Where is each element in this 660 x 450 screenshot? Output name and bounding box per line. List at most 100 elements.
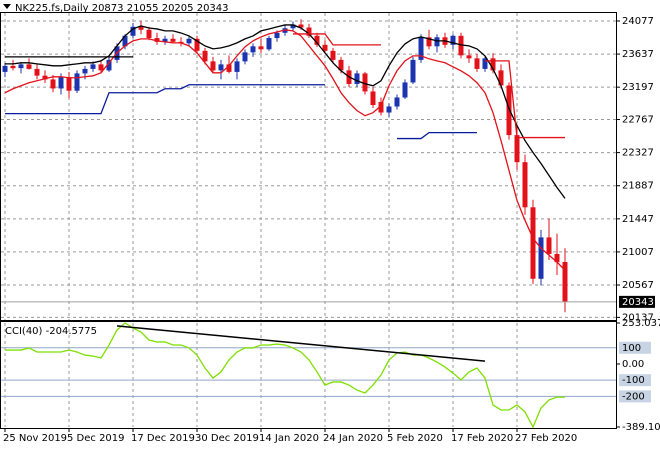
candle-body [266,38,272,50]
candle-body [242,52,248,62]
candle-body [418,37,424,60]
candle-body [234,61,240,72]
x-tick-label: 14 Jan 2020 [259,433,319,444]
candle-body [138,26,144,30]
candle-body [82,68,88,74]
cci-name: CCI(40) [5,326,43,337]
level-box [619,341,651,354]
candle-body [194,38,200,51]
candle-body [330,50,336,60]
candle-body [66,77,72,91]
candle-body [338,59,344,71]
series-line [397,131,477,140]
candle-body [50,79,56,89]
candle-body [362,73,368,92]
price-panel [0,12,617,321]
last-price-box [619,295,655,308]
y-tick-label: 23637 [622,49,654,60]
y-tick-label: 20137 [622,312,654,323]
series-line [293,33,381,46]
series-line [485,60,565,139]
x-tick-label: 25 Nov 2019 [3,433,67,444]
candle-body [274,32,280,39]
y-tick-label: 21447 [622,214,654,225]
y-tick-label: 21007 [622,247,654,258]
series-line [5,24,566,199]
y-tick-label: 24077 [622,16,654,27]
candle-body [210,61,216,71]
candle-body [106,59,112,71]
y-tick-label: 253.0378 [622,318,660,329]
candle-body [426,37,432,47]
candle-body [170,38,176,42]
candle-body [554,253,560,263]
candle-body [410,59,416,83]
x-tick-label: 30 Dec 2019 [195,433,259,444]
y-tick-label: 21887 [622,181,654,192]
candle-body [538,237,544,279]
candle-body [434,37,440,47]
open-value: 20873 [92,3,124,14]
candle-body [98,64,104,71]
last-price-label: 20343 [622,297,654,308]
y-tick-label: 22767 [622,115,654,126]
cci-panel [0,321,617,429]
candle-body [186,38,192,44]
candle-body [154,38,160,42]
level-label: -100 [622,375,645,386]
candle-body [18,64,24,69]
y-tick-label: 22327 [622,148,654,159]
candle-body [498,70,504,86]
series-line [5,322,565,429]
candle-body [386,106,392,113]
candle-body [378,101,384,113]
y-tick-label: -389.100 [622,422,660,433]
candle-body [290,24,296,29]
candle-body [10,65,16,69]
candle-body [394,97,400,107]
cci-value: -204.5775 [46,326,97,337]
candle-body [58,77,64,89]
close-value: 20343 [197,3,229,14]
x-tick-label: 24 Jan 2020 [323,433,383,444]
level-box [619,374,651,387]
candle-body [322,44,328,51]
candle-body [458,35,464,56]
cci-title: CCI(40) -204.5775 [5,326,97,337]
symbol: NK225.fs,Daily [15,3,89,14]
candle-body [258,46,264,50]
level-label: 100 [622,343,641,354]
candle-body [74,73,80,91]
candle-body [506,85,512,136]
series-line [5,84,325,115]
candle-body [26,64,32,69]
y-tick-label: 20567 [622,280,654,291]
level-box [619,390,651,403]
candle-body [250,46,256,53]
candle-body [34,68,40,76]
candle-body [306,27,312,36]
chart-title: NK225.fs,Daily 20873 21055 20205 20343 [15,3,229,14]
candle-body [202,50,208,62]
candle-body [146,29,152,39]
level-label: -200 [622,391,645,402]
series-line [4,29,566,271]
candle-body [466,55,472,59]
menu-triangle [3,4,11,9]
candle-body [226,64,232,72]
candle-body [370,91,376,106]
candle-body [402,82,408,98]
candle-body [474,58,480,69]
candle-body [162,38,168,42]
low-value: 20205 [162,3,194,14]
candle-body [450,35,456,45]
candle-body [2,65,8,72]
y-tick-label: 23197 [622,82,654,93]
x-tick-label: 27 Feb 2020 [515,433,577,444]
candle-body [546,237,552,254]
candle-body [218,64,224,71]
candle-body [130,26,136,36]
x-tick-label: 5 Feb 2020 [387,433,443,444]
x-tick-label: 17 Dec 2019 [131,433,195,444]
